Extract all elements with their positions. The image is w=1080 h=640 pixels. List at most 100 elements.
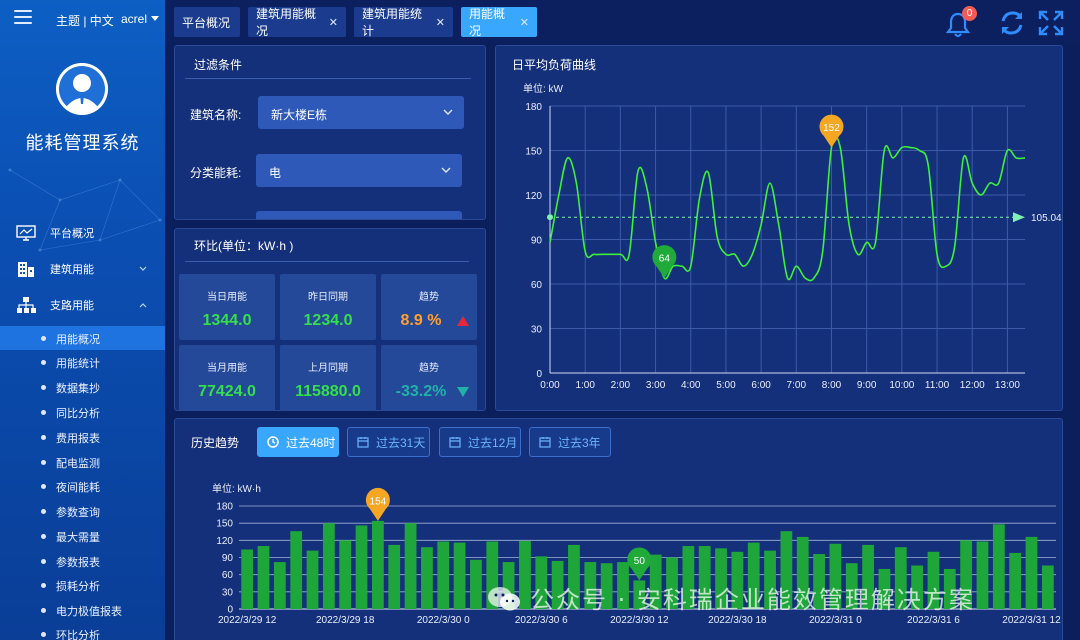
history-bar <box>388 544 401 609</box>
history-bar <box>617 562 629 609</box>
history-bar <box>257 546 270 609</box>
submenu-item-parameter-query[interactable]: 参数查询 <box>0 499 165 523</box>
average-start-dot <box>547 214 553 221</box>
bullet <box>41 608 46 613</box>
building-select[interactable]: 新大楼E栋 <box>258 96 464 129</box>
submenu-label: 费用报表 <box>56 433 100 445</box>
x-tick-label: 2022/3/30 12 <box>610 615 669 626</box>
close-icon[interactable]: ✕ <box>519 16 529 29</box>
history-bar <box>404 523 417 609</box>
tab-label: 平台概况 <box>182 15 231 30</box>
x-tick-label: 2:00 <box>611 380 631 391</box>
markpoint-max-label: 154 <box>370 496 387 507</box>
submenu-item-yoy-analysis[interactable]: 同比分析 <box>0 400 165 424</box>
history-bar <box>878 568 891 609</box>
history-bar <box>273 562 286 609</box>
chevron-up-icon <box>139 303 147 308</box>
theme-language-switch[interactable]: 主题 | 中文 <box>56 14 114 28</box>
trend-up-icon <box>457 316 469 326</box>
submenu-label: 用能统计 <box>56 358 100 370</box>
bullet <box>41 435 46 440</box>
watermark-text: 公众号 · 安科瑞企业能效管理解决方案 <box>530 586 975 614</box>
history-bar <box>421 547 433 609</box>
submenu-item-max-demand[interactable]: 最大需量 <box>0 524 165 548</box>
history-bar <box>992 524 1005 609</box>
category-label: 分类能耗: <box>190 166 242 180</box>
submenu-item-energy-statistics[interactable]: 用能统计 <box>0 350 165 374</box>
bullet <box>41 460 46 465</box>
submenu-item-parameter-report[interactable]: 参数报表 <box>0 549 165 573</box>
username[interactable]: acrel <box>121 12 148 26</box>
history-bar <box>290 531 303 609</box>
submenu-item-power-monitoring[interactable]: 配电监测 <box>0 450 165 474</box>
nav-platform-overview[interactable]: 平台概况 <box>0 221 165 245</box>
nav-building-energy[interactable]: 建筑用能 <box>0 257 165 281</box>
bullet <box>41 360 46 365</box>
load-chart-title: 日平均负荷曲线 <box>512 58 597 72</box>
sidebar: 主题 | 中文 acrel 能耗管理系统 平台概况 建筑用能 支路用能 用能概况… <box>0 0 165 640</box>
history-bar <box>894 547 907 609</box>
calendar-icon <box>357 437 369 448</box>
y-tick-label: 90 <box>531 236 543 247</box>
range-31d-button[interactable]: 过去31天 <box>347 427 430 457</box>
x-tick-label: 13:00 <box>995 380 1020 391</box>
kpi-label: 上月同期 <box>308 363 348 374</box>
y-tick-label: 120 <box>216 536 233 547</box>
history-bar <box>306 550 319 609</box>
trend-down-icon <box>457 387 469 397</box>
range-48h-button[interactable]: 过去48时 <box>257 427 339 457</box>
menu-toggle-icon[interactable] <box>14 10 32 26</box>
x-tick-label: 9:00 <box>857 380 877 391</box>
kpi-last-month: 上月同期 115880.0 <box>280 345 376 411</box>
x-tick-label: 2022/3/30 0 <box>417 615 470 626</box>
tab-platform-overview[interactable]: 平台概况 <box>174 7 240 37</box>
close-icon[interactable]: ✕ <box>328 16 338 29</box>
fullscreen-icon[interactable] <box>1038 10 1064 36</box>
y-tick-label: 150 <box>525 147 542 158</box>
tab-building-energy-statistics[interactable]: 建筑用能统计 ✕ <box>354 7 453 38</box>
submenu-label: 最大需量 <box>56 532 100 544</box>
submenu-item-night-energy[interactable]: 夜间能耗 <box>0 474 165 498</box>
category-select[interactable]: 电 <box>256 154 462 187</box>
markpoint-max-pin <box>819 114 844 148</box>
chevron-down-icon <box>441 167 451 173</box>
history-bar <box>322 523 335 609</box>
tab-building-energy-overview[interactable]: 建筑用能概况 ✕ <box>248 7 346 38</box>
range-3y-button[interactable]: 过去3年 <box>529 427 611 457</box>
avatar <box>56 63 108 115</box>
filter-panel <box>174 45 486 220</box>
submenu-label: 同比分析 <box>56 408 100 420</box>
third-select-partial[interactable] <box>256 211 462 219</box>
submenu-item-data-collection[interactable]: 数据集抄 <box>0 375 165 399</box>
submenu-item-mom-analysis[interactable]: 环比分析 <box>0 622 165 640</box>
y-tick-label: 30 <box>222 587 234 598</box>
history-bar <box>339 540 352 609</box>
nav-branch-energy[interactable]: 支路用能 <box>0 293 165 317</box>
x-tick-label: 5:00 <box>716 380 736 391</box>
category-value: 电 <box>269 166 282 180</box>
kpi-label: 当日用能 <box>207 292 247 303</box>
history-bar <box>943 568 956 609</box>
button-label: 过去3年 <box>558 435 601 450</box>
x-tick-label: 2022/3/29 12 <box>218 615 277 626</box>
range-12m-button[interactable]: 过去12月 <box>439 427 521 457</box>
close-icon[interactable]: ✕ <box>435 16 445 29</box>
divider <box>185 78 471 79</box>
submenu-item-power-extreme-report[interactable]: 电力极值报表 <box>0 598 165 622</box>
kpi-label: 当月用能 <box>207 363 247 374</box>
wechat-logo-icon <box>488 587 520 611</box>
button-label: 过去31天 <box>376 435 426 450</box>
submenu-label: 配电监测 <box>56 458 100 470</box>
history-bar <box>649 554 662 609</box>
tab-energy-overview[interactable]: 用能概况 ✕ <box>461 7 537 38</box>
refresh-icon[interactable] <box>998 9 1026 37</box>
submenu-item-loss-analysis[interactable]: 损耗分析 <box>0 573 165 597</box>
submenu-item-energy-overview[interactable]: 用能概况 <box>0 326 165 350</box>
load-curve-chart: 单位: kW 0 30 60 90 120 150 180 0:00 1:00 2:00 3:00 4… <box>523 82 1062 391</box>
submenu-label: 参数查询 <box>56 507 100 519</box>
user-dropdown-icon[interactable] <box>151 16 159 21</box>
submenu-item-cost-report[interactable]: 费用报表 <box>0 425 165 449</box>
history-bar <box>372 520 384 609</box>
y-tick-label: 90 <box>222 553 234 564</box>
calendar-icon <box>539 437 551 448</box>
